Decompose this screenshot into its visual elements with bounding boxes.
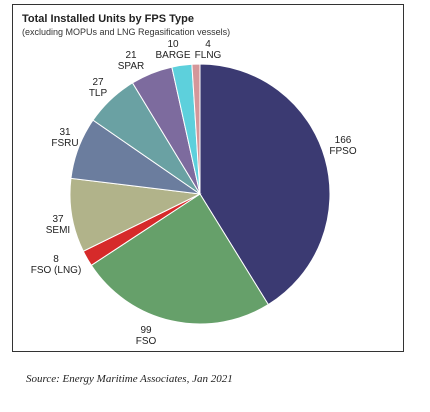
slice-value-label: 10 xyxy=(167,39,179,50)
slice-category-label: SEMI xyxy=(46,225,70,236)
slice-category-label: FSRU xyxy=(51,138,78,149)
slice-category-label: FLNG xyxy=(195,50,222,61)
slice-category-label: FPSO xyxy=(329,146,356,157)
slice-value-label: 27 xyxy=(92,77,104,88)
source-note: Source: Energy Maritime Associates, Jan … xyxy=(26,373,233,385)
slice-category-label: TLP xyxy=(89,88,108,99)
slice-value-label: 8 xyxy=(53,254,59,265)
slice-category-label: FSO (LNG) xyxy=(31,265,82,276)
pie-slice-fso xyxy=(90,193,270,325)
slice-value-label: 99 xyxy=(140,325,152,336)
slice-category-label: FSO xyxy=(136,336,157,347)
pie-slices xyxy=(69,63,331,325)
pie-slice-flng xyxy=(191,63,201,195)
slice-category-label: BARGE xyxy=(155,50,190,61)
chart-title: Total Installed Units by FPS Type xyxy=(22,13,194,25)
slice-value-label: 4 xyxy=(205,39,211,50)
pie-slice-fpso xyxy=(199,63,331,306)
slice-category-label: SPAR xyxy=(118,61,145,72)
slice-value-label: 31 xyxy=(59,127,71,138)
slice-value-label: 37 xyxy=(52,214,64,225)
chart-subtitle: (excluding MOPUs and LNG Regasification … xyxy=(22,27,231,37)
slice-value-label: 21 xyxy=(125,50,137,61)
slice-value-label: 166 xyxy=(335,135,352,146)
